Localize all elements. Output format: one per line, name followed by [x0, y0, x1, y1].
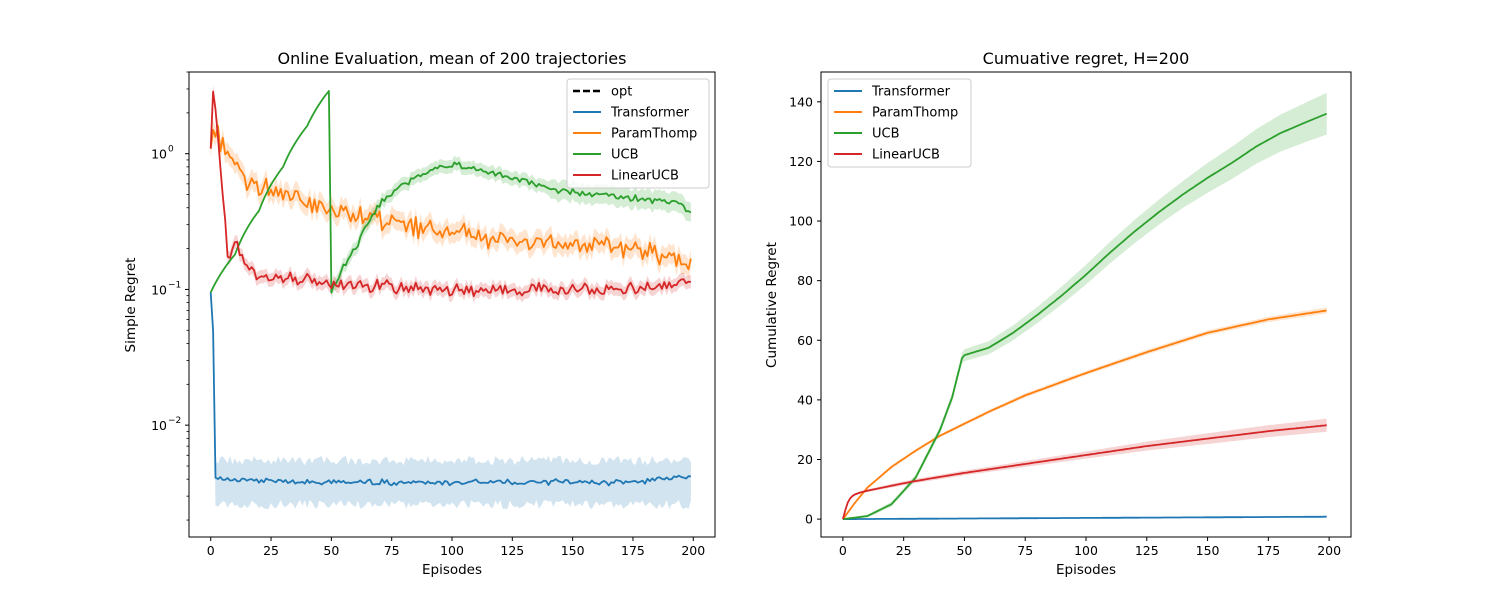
- line-ucb: [209, 90, 692, 294]
- y-tick-label: 10: [151, 282, 167, 297]
- band-transformer: [210, 292, 691, 510]
- line-linearucb: [209, 90, 691, 297]
- x-tick-label: 200: [1317, 543, 1341, 558]
- band-linearucb: [842, 418, 1327, 520]
- x-tick-label: 150: [1196, 543, 1220, 558]
- series-lines: [842, 112, 1328, 520]
- y-tick-label: 120: [789, 154, 813, 169]
- x-tick-label: 25: [896, 543, 912, 558]
- band-linearucb: [210, 84, 691, 303]
- legend-box: [566, 78, 710, 189]
- x-axis-label: Episodes: [422, 562, 482, 578]
- x-tick-label: 150: [561, 543, 585, 558]
- y-axis-label: Cumulative Regret: [764, 242, 780, 368]
- y-axis-label: Simple Regret: [123, 258, 139, 353]
- legend: opt Transformer ParamThomp UCB LinearUCB: [566, 78, 710, 189]
- y-tick-label: 100: [789, 214, 813, 229]
- y-tick-label: 80: [797, 273, 813, 288]
- legend-label: ParamThomp: [872, 106, 958, 121]
- y-tick-exponent: −1: [168, 280, 181, 290]
- chart-title: Online Evaluation, mean of 200 trajector…: [278, 49, 627, 68]
- y-tick-label: 20: [797, 452, 813, 467]
- line-transformer: [842, 515, 1327, 520]
- y-tick-label: 60: [797, 333, 813, 348]
- y-tick-exponent: −2: [168, 416, 181, 426]
- x-tick-label: 100: [440, 543, 464, 558]
- x-tick-label: 125: [1135, 543, 1159, 558]
- legend-label: Transformer: [610, 106, 690, 121]
- legend-label: UCB: [611, 148, 639, 163]
- y-tick-label: 0: [805, 512, 813, 527]
- legend-box: [827, 78, 972, 168]
- x-tick-label: 75: [1017, 543, 1033, 558]
- uncertainty-bands: [842, 92, 1327, 520]
- y-tick-label: 40: [797, 392, 813, 407]
- line-transformer: [209, 292, 691, 487]
- x-tick-label: 200: [681, 543, 705, 558]
- x-tick-label: 125: [500, 543, 524, 558]
- y-tick-exponent: 0: [168, 145, 174, 155]
- x-tick-label: 175: [1256, 543, 1280, 558]
- y-tick-label: 10: [151, 147, 167, 162]
- band-paramthomp: [210, 116, 691, 280]
- y-axis-ticks: 0 20 40 60 80 100 120 140: [789, 94, 821, 527]
- x-tick-label: 0: [207, 543, 215, 558]
- chart-title: Cumuative regret, H=200: [983, 49, 1190, 68]
- line-linearucb: [842, 424, 1327, 520]
- legend-label: opt: [611, 85, 632, 100]
- x-tick-label: 50: [956, 543, 972, 558]
- legend-label: UCB: [872, 127, 900, 142]
- x-tick-label: 25: [263, 543, 279, 558]
- y-tick-label: 140: [789, 94, 813, 109]
- y-tick-label: 10: [151, 418, 167, 433]
- x-axis-ticks: 0 25 50 75 100 125 150 175 200: [207, 537, 705, 558]
- legend: Transformer ParamThomp UCB LinearUCB: [827, 78, 972, 168]
- x-tick-label: 100: [1074, 543, 1098, 558]
- legend-label: LinearUCB: [611, 169, 679, 184]
- panel-online-evaluation: Online Evaluation, mean of 200 trajector…: [123, 49, 716, 578]
- band-ucb: [842, 92, 1327, 520]
- legend-label: Transformer: [871, 85, 951, 100]
- x-axis-label: Episodes: [1056, 562, 1116, 578]
- x-tick-label: 75: [384, 543, 400, 558]
- line-paramthomp: [209, 125, 692, 271]
- series-lines: [209, 90, 692, 487]
- panel-cumulative-regret: Cumuative regret, H=200 0 25 50 75 100 125 150…: [764, 49, 1352, 578]
- x-axis-ticks: 0 25 50 75 100 125 150 175 200: [839, 537, 1341, 558]
- legend-label: LinearUCB: [872, 148, 940, 163]
- x-tick-label: 50: [323, 543, 339, 558]
- line-paramthomp: [842, 309, 1327, 520]
- x-tick-label: 0: [839, 543, 847, 558]
- x-tick-label: 175: [621, 543, 645, 558]
- line-ucb: [842, 112, 1328, 520]
- legend-label: ParamThomp: [611, 127, 697, 142]
